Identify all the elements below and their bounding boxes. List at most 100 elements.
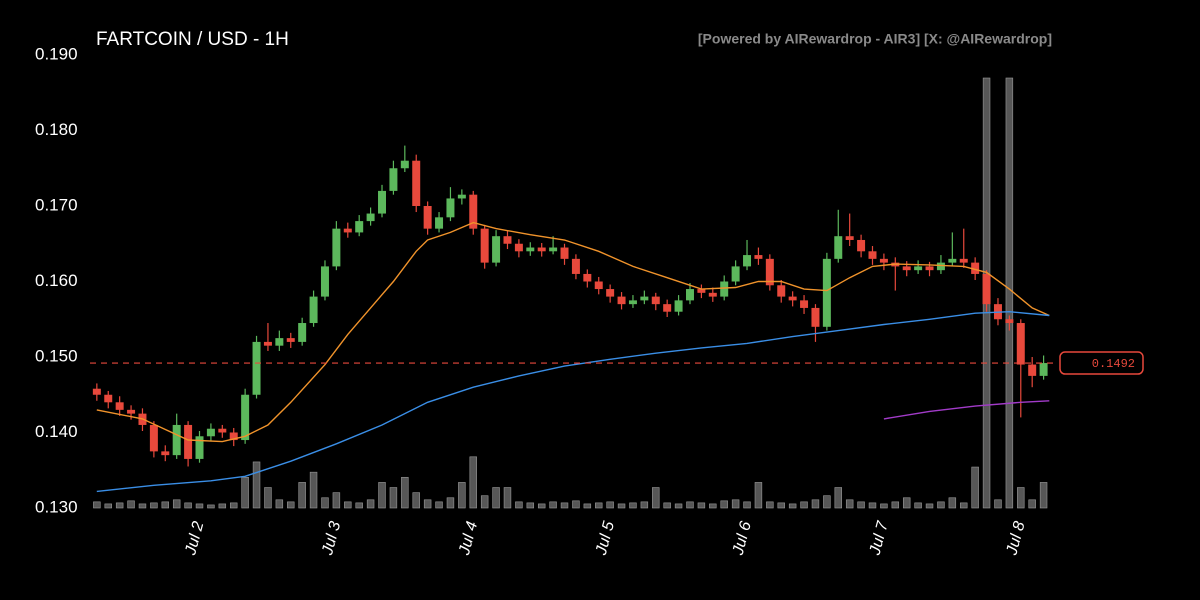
candle-body <box>754 255 763 259</box>
last-price-label: 0.1492 <box>1092 357 1135 371</box>
volume-bar <box>731 499 740 509</box>
candle-body <box>1016 323 1025 365</box>
candle-body <box>537 247 546 252</box>
candle-body <box>104 394 113 403</box>
candle-body <box>229 432 238 441</box>
volume-bar <box>868 502 877 509</box>
volume-bar <box>344 501 352 509</box>
volume-bar <box>104 503 112 509</box>
chart-title: FARTCOIN / USD - 1H <box>96 29 289 50</box>
volume-bar <box>172 499 181 509</box>
candle-body <box>834 236 843 259</box>
candle-body <box>275 338 284 346</box>
candle-body <box>503 236 512 244</box>
volume-bar <box>914 502 922 509</box>
volume-bar <box>652 487 660 509</box>
candle-body <box>332 228 341 267</box>
candle-body <box>400 160 409 169</box>
volume-bar <box>629 502 637 509</box>
volume-bar <box>378 482 386 509</box>
watermark: [Powered by AIRewardrop - AIR3] [X: @AIR… <box>698 31 1052 47</box>
candle-body <box>423 206 432 229</box>
candle-body <box>640 296 649 301</box>
candle-body <box>948 258 957 263</box>
volume-bar <box>857 501 865 509</box>
volume-bar <box>902 497 911 509</box>
volume-bar <box>617 503 626 509</box>
candle-body <box>92 388 101 395</box>
volume-bar <box>150 502 158 509</box>
volume-bar <box>526 502 535 509</box>
volume-bar <box>640 501 649 509</box>
candle-body <box>184 424 193 459</box>
volume-bar <box>948 497 957 509</box>
candle-body <box>469 194 478 229</box>
candle-body <box>594 281 603 290</box>
volume-bar <box>366 499 375 509</box>
candle-body <box>172 424 181 456</box>
candle-body <box>1028 364 1037 376</box>
volume-bar <box>127 500 135 509</box>
volume-bar <box>321 497 329 509</box>
candle-body <box>685 289 694 301</box>
volume-bar <box>241 476 249 509</box>
candle-body <box>571 258 580 274</box>
candle-body <box>651 296 660 305</box>
candle-body <box>1039 363 1048 376</box>
candle-body <box>206 428 215 437</box>
volume-bar <box>446 497 455 509</box>
volume-bar <box>287 501 295 509</box>
volume-bar <box>207 504 215 509</box>
volume-bar <box>583 503 592 509</box>
candle-body <box>925 266 934 271</box>
candle-body <box>412 160 421 206</box>
volume-bar <box>355 502 363 509</box>
candle-body <box>788 296 797 301</box>
volume-bar <box>560 502 569 509</box>
candle-body <box>480 228 489 263</box>
volume-bar <box>264 487 272 509</box>
volume-bar <box>1028 499 1036 509</box>
volume-bar <box>1039 482 1048 509</box>
volume-bar <box>845 499 854 509</box>
candle-body <box>697 289 706 293</box>
volume-bar <box>960 502 968 509</box>
candle-body <box>355 221 364 233</box>
volume-bar <box>709 503 717 509</box>
volume-bar <box>252 461 261 509</box>
volume-bar <box>686 501 694 509</box>
y-tick-label: 0.140 <box>35 422 78 441</box>
volume-bar <box>469 456 477 509</box>
volume-bar <box>754 482 763 509</box>
volume-bar <box>332 492 341 509</box>
volume-bar <box>115 502 124 509</box>
volume-bar <box>458 482 466 509</box>
candle-body <box>446 198 455 218</box>
candle-body <box>879 258 888 263</box>
candle-body <box>457 194 466 199</box>
candle-body <box>663 304 672 312</box>
candle-body <box>127 409 136 414</box>
y-tick-label: 0.190 <box>35 44 78 63</box>
volume-bar <box>834 487 842 509</box>
volume-bar <box>401 476 409 509</box>
candle-body <box>617 296 626 305</box>
candle-body <box>263 341 272 346</box>
candle-body <box>343 228 352 233</box>
candle-body <box>492 236 501 263</box>
candle-body <box>252 341 261 395</box>
y-tick-label: 0.180 <box>35 120 78 139</box>
candle-body <box>628 300 637 305</box>
candle-body <box>149 424 158 452</box>
volume-bar <box>161 501 170 509</box>
volume-bar <box>697 502 706 509</box>
volume-bar <box>994 499 1002 509</box>
volume-bar <box>218 503 227 509</box>
volume-bar <box>925 503 934 509</box>
volume-bar <box>800 501 808 509</box>
ma-line <box>883 400 1050 420</box>
volume-bar <box>674 503 683 509</box>
candle-body <box>218 428 227 433</box>
candle-body <box>286 338 295 342</box>
volume-bar <box>743 501 751 509</box>
